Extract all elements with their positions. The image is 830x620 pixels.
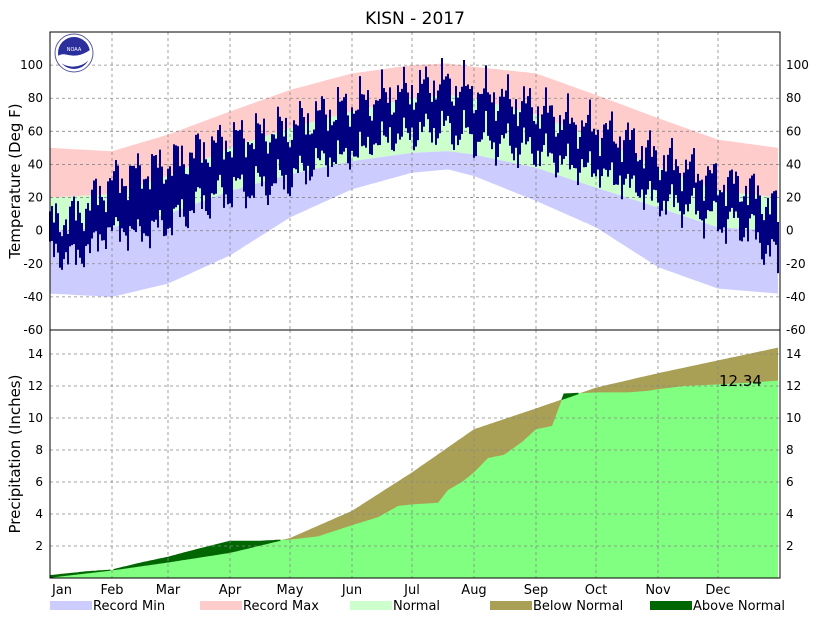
noaa-logo-icon: NOAA [54,33,94,73]
legend-swatch [490,601,532,610]
temperature-tick-label: -20 [23,257,43,271]
chart-title: KISN - 2017 [365,9,465,29]
precipitation-tick-label: 12 [786,379,801,393]
legend-swatch [650,601,692,610]
month-label: Jun [341,583,362,598]
month-tick-labels: Jan Feb Mar Apr May Jun Jul Aug Sep Oct Nov Dec [51,583,731,598]
precipitation-tick-label: 8 [35,443,43,457]
temperature-tick-label: 80 [28,91,43,105]
legend-label: Normal [393,599,440,614]
legend-swatch [200,601,242,610]
temperature-y-ticks-right: -60 -40 -20 0 20 40 60 80 100 [786,58,809,337]
legend-label: Above Normal [693,599,785,614]
month-label: Dec [705,583,730,598]
temperature-tick-label: -60 [786,323,806,337]
month-label: Mar [156,583,181,598]
precipitation-tick-label: 2 [35,539,43,553]
precipitation-tick-label: 4 [35,507,43,521]
observed-temperature-bars [49,58,779,274]
temperature-tick-label: 40 [786,157,801,171]
temperature-tick-label: -60 [23,323,43,337]
temperature-tick-label: 0 [35,224,43,238]
month-label: Nov [645,583,671,598]
month-label: Jul [403,583,420,598]
temperature-tick-label: 40 [28,157,43,171]
precipitation-panel-frame [49,329,781,579]
legend: Record Min Record Max Normal Below Normal Ab… [50,599,785,614]
temperature-tick-label: 100 [786,58,809,72]
temperature-tick-label: 0 [786,224,794,238]
temperature-tick-label: -40 [23,290,43,304]
precipitation-tick-label: 10 [28,411,43,425]
month-label: Apr [219,583,242,598]
precipitation-tick-label: 8 [786,443,794,457]
precipitation-tick-label: 6 [35,475,43,489]
temperature-tick-label: 100 [20,58,43,72]
legend-swatch [350,601,392,610]
precipitation-tick-label: 2 [786,539,794,553]
precipitation-grid [50,330,780,578]
temperature-y-ticks-left: -60 -40 -20 0 20 40 60 80 100 [20,58,43,337]
precipitation-fill-layer [49,347,778,578]
month-label: Sep [524,583,549,598]
legend-label: Record Min [93,599,165,614]
month-label: May [277,583,304,598]
legend-item: Record Max [200,599,319,614]
record-max-band [50,63,778,198]
temperature-tick-label: 20 [786,191,801,205]
legend-item: Normal [350,599,440,614]
temperature-axis-label: Temperature (Deg F) [6,103,24,259]
above-normal-area [113,539,281,571]
month-label: Jan [51,583,72,598]
temperature-tick-label: 20 [28,191,43,205]
precipitation-y-ticks-right: 2 4 6 8 10 12 14 [786,347,801,553]
precipitation-axis-label: Precipitation (Inches) [6,375,24,534]
legend-swatch [50,601,92,610]
month-label: Feb [100,583,123,598]
temperature-tick-label: -40 [786,290,806,304]
precipitation-tick-label: 6 [786,475,794,489]
noaa-logo-text: NOAA [67,47,82,53]
precipitation-tick-label: 4 [786,507,794,521]
precipitation-tick-label: 14 [786,347,801,361]
month-label: Aug [461,583,486,598]
temperature-tick-label: 80 [786,91,801,105]
month-label: Oct [585,583,607,598]
legend-item: Below Normal [490,599,623,614]
precipitation-tick-label: 10 [786,411,801,425]
temperature-tick-label: -20 [786,257,806,271]
precipitation-tick-label: 12 [28,379,43,393]
precipitation-tick-label: 14 [28,347,43,361]
temperature-tick-label: 60 [28,124,43,138]
above-normal-area [49,569,111,578]
above-normal-area [561,392,579,401]
legend-label: Below Normal [533,599,623,614]
legend-label: Record Max [243,599,319,614]
precipitation-total-label: 12.34 [719,372,762,390]
precipitation-y-ticks-left: 2 4 6 8 10 12 14 [28,347,43,553]
legend-item: Record Min [50,599,165,614]
temperature-tick-label: 60 [786,124,801,138]
record-min-band [50,151,778,297]
legend-item: Above Normal [650,599,785,614]
